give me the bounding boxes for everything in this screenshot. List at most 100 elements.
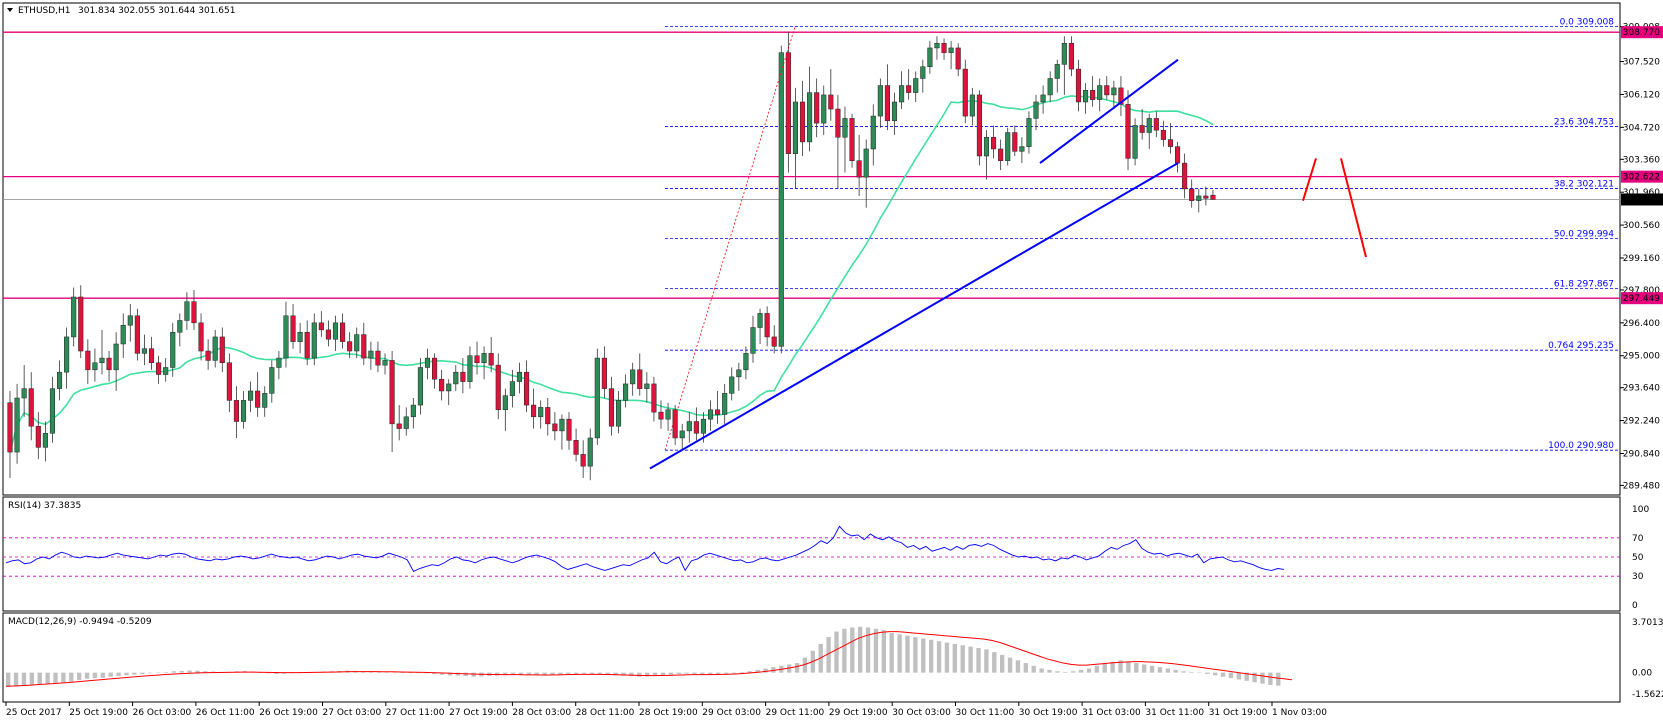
macd-bar-141 bbox=[1118, 660, 1123, 673]
macd-bar-65 bbox=[518, 672, 524, 675]
candle-body-144 bbox=[1026, 118, 1032, 147]
candle-body-62 bbox=[446, 383, 452, 392]
candle-body-44 bbox=[318, 322, 324, 331]
macd-bar-125 bbox=[992, 652, 997, 673]
candle-body-163 bbox=[1160, 129, 1166, 140]
candle-body-27 bbox=[198, 322, 204, 352]
candle-body-170 bbox=[1210, 194, 1216, 200]
macd-bar-25 bbox=[203, 671, 208, 673]
price-tag-text-6: 302.622 bbox=[1623, 173, 1660, 183]
macd-bar-55 bbox=[439, 672, 445, 675]
price-tick-label-15: 293.640 bbox=[1623, 384, 1660, 394]
macd-bar-134 bbox=[1063, 671, 1068, 673]
macd-bar-34 bbox=[274, 672, 279, 674]
macd-bar-10 bbox=[84, 672, 90, 679]
macd-bar-22 bbox=[179, 670, 184, 673]
candle-body-61 bbox=[439, 378, 445, 392]
candle-body-20 bbox=[148, 348, 155, 364]
rsi-indicator: 100 70 50 30 0 bbox=[3, 505, 1649, 611]
macd-bar-81 bbox=[645, 672, 650, 677]
macd-bar-23 bbox=[187, 670, 192, 673]
macd-bar-2 bbox=[21, 672, 27, 686]
candle-body-108 bbox=[771, 336, 777, 347]
candle-body-57 bbox=[410, 404, 416, 418]
candle-body-87 bbox=[623, 383, 629, 401]
candle-body-122 bbox=[870, 115, 876, 150]
candle-body-78 bbox=[559, 418, 565, 432]
macd-bar-88 bbox=[700, 672, 705, 675]
fib-label-6: 100.0 290.980 bbox=[1548, 441, 1614, 451]
price-axis: 309.008308.770307.520306.120304.720303.3… bbox=[1620, 23, 1663, 491]
candle-body-124 bbox=[884, 85, 890, 122]
fib-label-5: 0.764 295.235 bbox=[1548, 341, 1614, 351]
candle-body-104 bbox=[743, 353, 749, 371]
candle-body-140 bbox=[998, 148, 1004, 161]
candle-body-97 bbox=[693, 421, 699, 434]
candle-body-88 bbox=[630, 369, 636, 385]
time-label-11: 29 Oct 03:00 bbox=[702, 708, 761, 718]
macd-bar-126 bbox=[1000, 654, 1005, 673]
macd-bar-133 bbox=[1055, 671, 1060, 673]
macd-bar-93 bbox=[739, 671, 745, 673]
macd-bar-80 bbox=[637, 672, 642, 677]
price-tick-label-14: 295.000 bbox=[1623, 352, 1660, 362]
candles bbox=[7, 31, 1216, 481]
macd-bar-58 bbox=[463, 672, 468, 677]
candle-body-109 bbox=[778, 52, 784, 347]
candle-body-63 bbox=[453, 371, 459, 385]
fib-label-3: 50.0 299.994 bbox=[1554, 229, 1614, 239]
chart-menu-triangle-icon[interactable] bbox=[7, 8, 13, 12]
time-label-3: 26 Oct 11:00 bbox=[196, 708, 255, 718]
candle-body-5 bbox=[42, 433, 48, 448]
candle-body-129 bbox=[920, 66, 926, 79]
macd-bar-131 bbox=[1039, 668, 1044, 673]
candle-body-19 bbox=[141, 348, 147, 354]
macd-bar-20 bbox=[163, 671, 169, 673]
price-tick-label-4: 304.720 bbox=[1623, 123, 1660, 133]
candle-body-25 bbox=[184, 301, 190, 321]
candle-body-154 bbox=[1097, 85, 1103, 100]
candle-body-118 bbox=[842, 118, 848, 138]
candle-body-39 bbox=[283, 315, 289, 359]
rsi-label: RSI(14) 37.3835 bbox=[8, 501, 81, 511]
macd-bar-161 bbox=[1276, 672, 1281, 686]
trend-line-lower bbox=[649, 162, 1179, 470]
macd-bar-64 bbox=[510, 672, 516, 676]
candle-body-107 bbox=[764, 313, 770, 338]
macd-bar-68 bbox=[542, 672, 547, 676]
candle-body-134 bbox=[955, 47, 961, 70]
candle-body-82 bbox=[587, 437, 593, 467]
candle-body-34 bbox=[248, 390, 254, 401]
candle-body-4 bbox=[35, 425, 41, 448]
macd-bar-75 bbox=[597, 672, 603, 675]
candle-body-56 bbox=[403, 416, 409, 429]
fibonacci-levels: 0.0 309.008 23.6 304.753 38.2 302.121 50.0 … bbox=[665, 18, 1620, 451]
candle-body-147 bbox=[1047, 78, 1053, 96]
candle-body-23 bbox=[170, 331, 176, 368]
candle-body-80 bbox=[573, 440, 579, 455]
candle-body-113 bbox=[807, 92, 813, 143]
candle-body-55 bbox=[396, 423, 402, 429]
macd-bar-155 bbox=[1228, 672, 1234, 679]
candle-body-21 bbox=[156, 362, 162, 375]
candle-body-28 bbox=[205, 350, 211, 361]
price-tag-text-12: 297.449 bbox=[1623, 294, 1660, 304]
macd-bar-116 bbox=[921, 638, 926, 673]
macd-bar-144 bbox=[1142, 664, 1147, 673]
macd-bar-63 bbox=[503, 672, 508, 676]
candle-body-142 bbox=[1012, 132, 1018, 152]
candle-body-149 bbox=[1061, 42, 1067, 65]
time-label-0: 25 Oct 2017 bbox=[6, 708, 62, 718]
candle-body-36 bbox=[262, 393, 268, 408]
price-tick-label-2: 307.520 bbox=[1623, 58, 1660, 68]
projection-up-arrow bbox=[1302, 158, 1317, 201]
drawings bbox=[649, 26, 1367, 470]
macd-bar-157 bbox=[1244, 672, 1249, 681]
macd-bar-56 bbox=[447, 672, 453, 676]
macd-tick-0: 3.7013 bbox=[1632, 618, 1663, 628]
candle-body-89 bbox=[637, 369, 643, 389]
time-label-12: 29 Oct 11:00 bbox=[766, 708, 825, 718]
candle-body-41 bbox=[297, 331, 303, 342]
macd-bar-1 bbox=[13, 672, 19, 687]
